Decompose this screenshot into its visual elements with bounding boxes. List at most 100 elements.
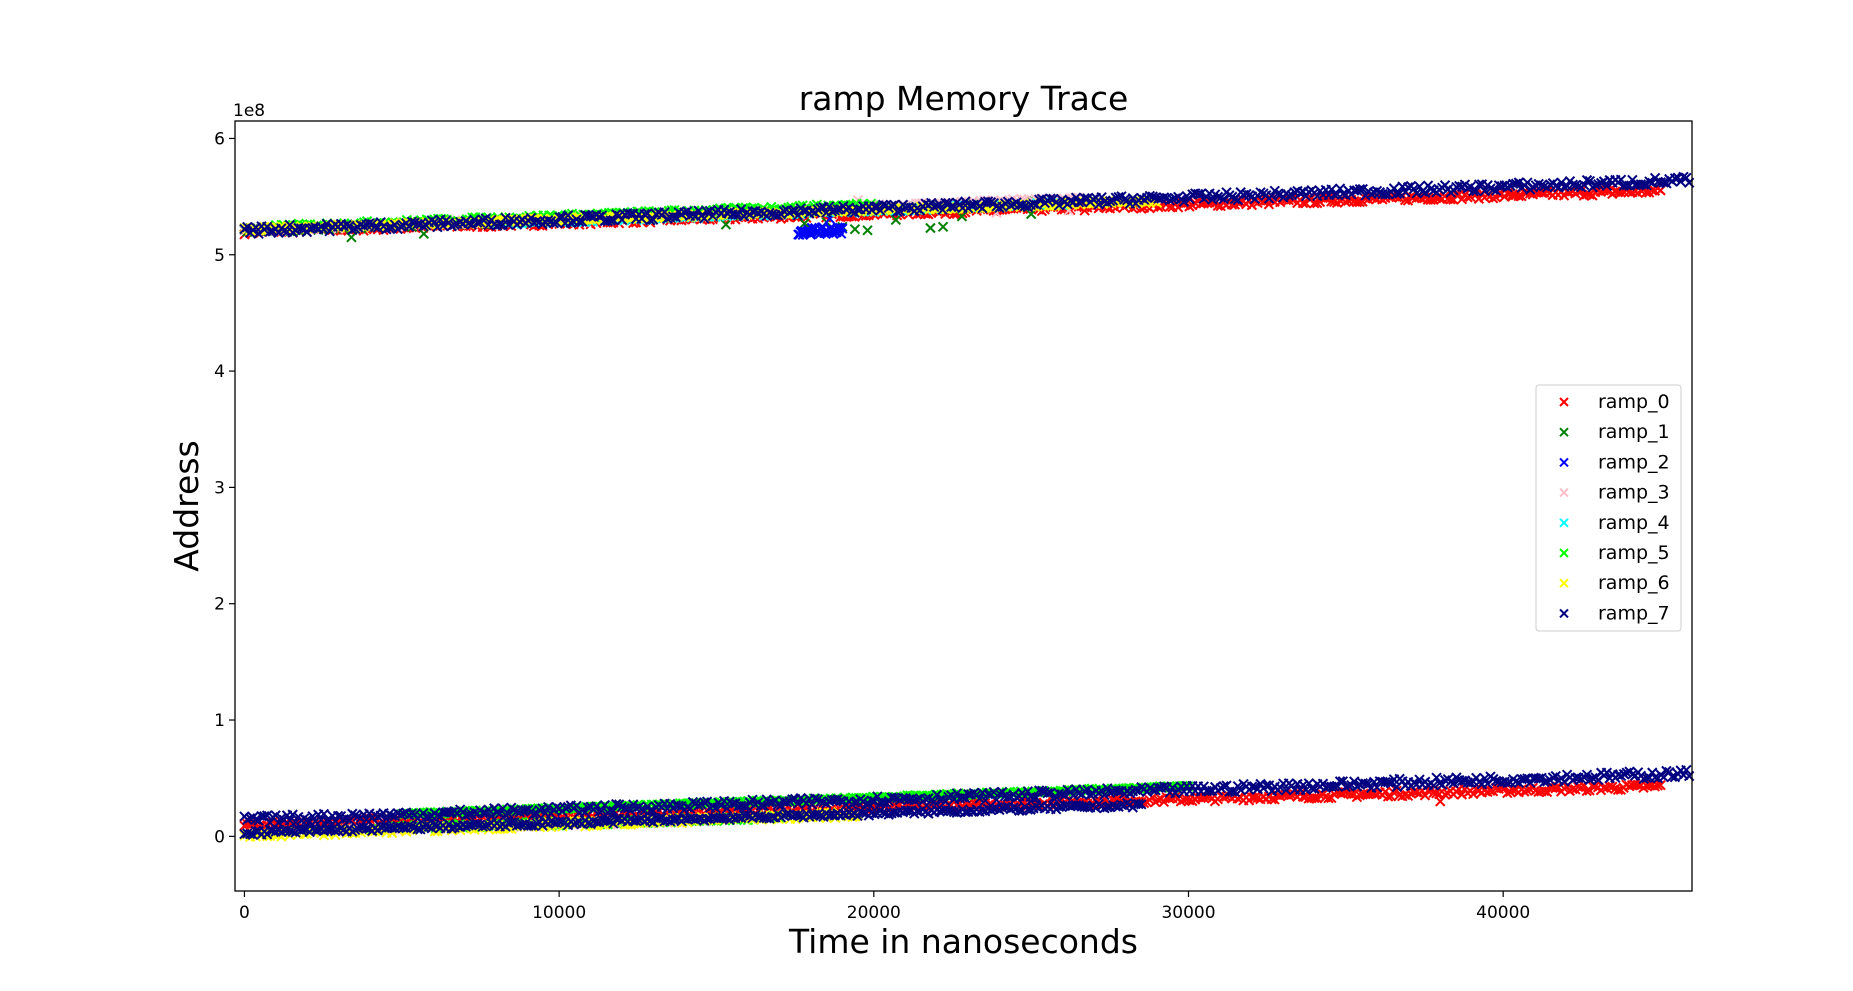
data-point [1073,197,1085,208]
data-point [1113,785,1124,797]
data-point [1119,194,1130,205]
data-point [1241,188,1252,200]
data-point [506,817,517,828]
y-tick-label: 6 [214,129,225,149]
data-point [1604,781,1615,792]
data-point [1133,798,1144,810]
data-point [1309,792,1320,804]
data-point [951,788,963,799]
data-point [1601,185,1612,196]
data-point [1306,783,1317,794]
data-point [270,810,281,821]
data-point [1093,199,1104,210]
series-ramp_5 [270,198,1194,836]
data-point [960,196,971,207]
data-point [894,206,906,217]
data-point [568,818,579,830]
data-point [869,808,880,820]
data-point [542,801,554,813]
data-point [1547,772,1559,783]
data-point [412,218,423,230]
data-point [1615,187,1627,198]
data-point [860,798,872,810]
x-tick-label: 40000 [1476,903,1530,923]
data-point [869,201,880,213]
data-point [1164,195,1175,206]
data-point [1246,781,1258,792]
data-point [645,815,656,827]
data-point [1272,188,1283,200]
x-tick-label: 0 [239,903,250,923]
data-point [826,206,838,217]
data-point [792,798,804,809]
data-point [1178,196,1190,207]
data-point [582,802,594,813]
series-ramp_7 [239,171,1695,841]
data-point [1581,769,1593,780]
data-point [503,219,514,231]
data-point [1127,192,1139,204]
data-point [1533,178,1544,190]
data-point [1158,796,1170,808]
data-point [889,807,900,818]
data-point [403,221,415,232]
data-point [701,206,713,218]
data-point [330,825,341,837]
data-point [284,815,296,826]
data-point [1232,793,1243,804]
data-point [738,800,750,812]
data-point [1059,789,1070,801]
data-point [525,212,537,224]
data-point [877,807,889,818]
plot-area [239,171,1695,843]
data-point [392,820,403,832]
data-point [1167,782,1178,793]
data-point [1507,785,1519,796]
legend-label: ramp_5 [1598,542,1670,564]
series-ramp_6 [239,194,1163,843]
data-point [982,196,994,207]
data-point [591,816,602,828]
data-point [1099,789,1110,801]
data-point [1079,193,1090,204]
data-point [1618,768,1630,780]
data-point [733,812,744,823]
data-point [1425,194,1436,206]
data-point [1435,796,1446,807]
data-point [1212,191,1224,203]
data-point [1559,608,1569,619]
data-point [1255,187,1266,198]
data-point [395,221,406,232]
data-point [1383,776,1394,788]
data-point [815,796,826,807]
data-point [449,219,460,230]
data-point [1147,191,1158,202]
legend-label: ramp_1 [1598,421,1670,443]
data-point [1070,192,1082,203]
data-point [1587,772,1598,784]
data-point [994,788,1005,799]
legend-item-ramp_0: ramp_0 [1559,391,1670,413]
data-point [1266,793,1277,805]
data-point [1073,788,1085,799]
data-point [1147,784,1158,796]
data-point [1431,788,1442,799]
legend-item-ramp_1: ramp_1 [1559,421,1670,443]
data-point [1559,487,1569,498]
data-point [1510,178,1522,189]
legend-label: ramp_6 [1598,572,1670,594]
data-point [1433,192,1445,204]
data-point [693,813,704,824]
data-point [857,807,869,819]
data-point [673,800,684,811]
data-point [934,199,946,211]
data-point [1340,781,1351,793]
data-point [866,795,877,806]
data-point [1533,773,1544,784]
legend-box [1535,384,1682,632]
data-point [1297,791,1309,802]
data-point [718,812,730,824]
data-point [1681,172,1692,184]
data-point [429,819,440,831]
data-point [1002,791,1014,803]
